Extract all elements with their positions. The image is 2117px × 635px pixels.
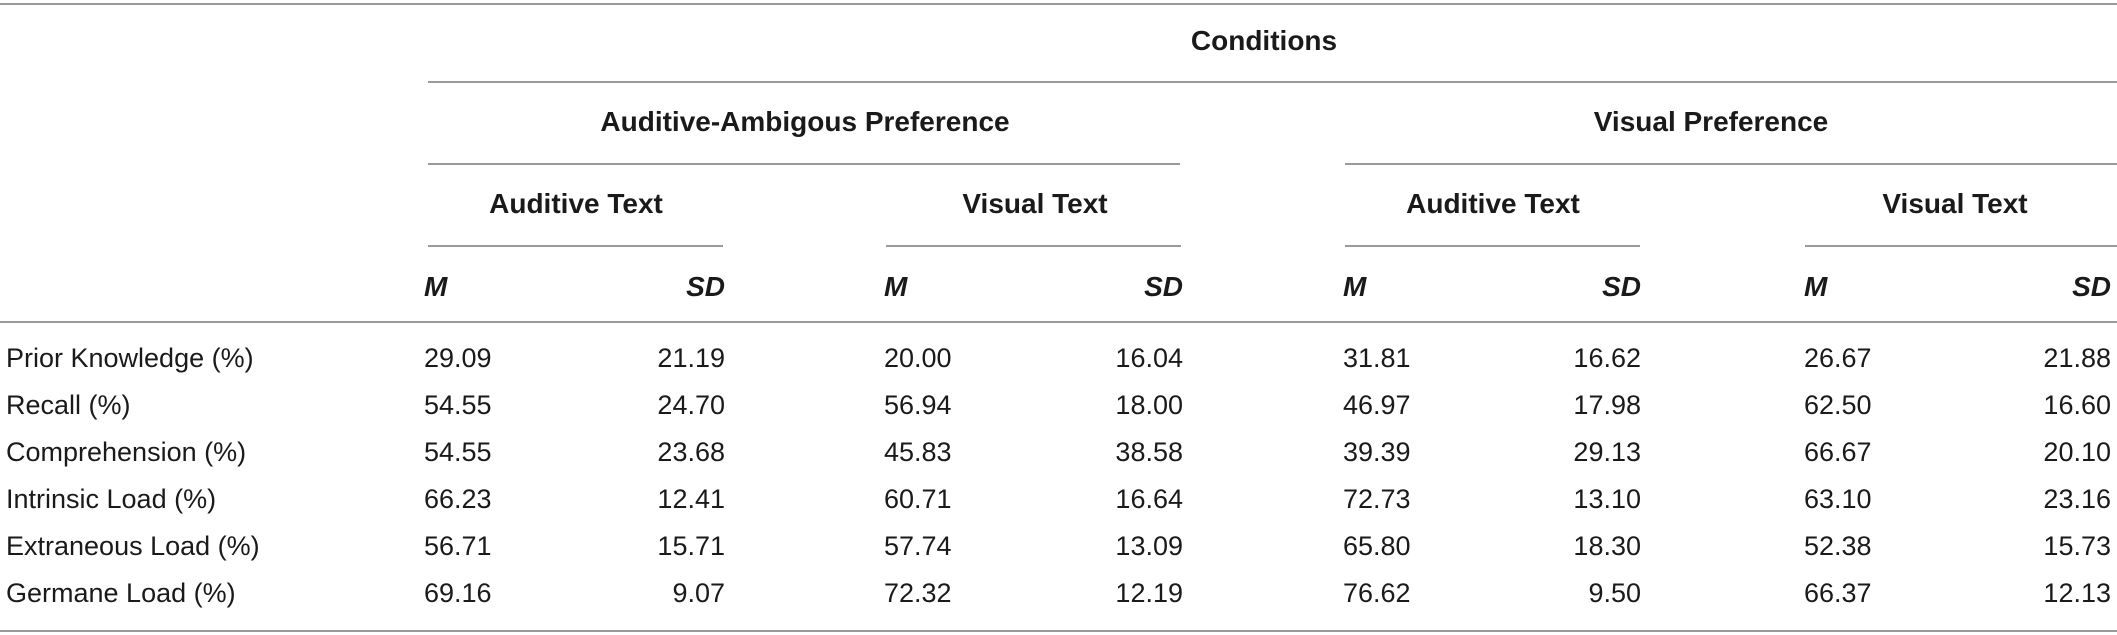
cell-sd: 18.30 [1573,531,1641,561]
cell-sd: 20.10 [2043,437,2111,467]
cell-m: 76.62 [1343,578,1411,608]
cell-sd: 23.16 [2043,484,2111,514]
cell-sd: 12.41 [657,484,725,514]
subgroup-header-auditive-text: Auditive Text [1406,188,1580,219]
cell-m: 65.80 [1343,531,1411,561]
cell-sd: 9.50 [1588,578,1641,608]
subgroup-header-visual-text: Visual Text [962,188,1108,219]
column-header-sd: SD [1602,271,1641,302]
group-header-auditive-ambigous: Auditive-Ambigous Preference [600,106,1010,137]
subgroup-rule-4 [1805,245,2117,247]
cell-sd: 21.88 [2043,343,2111,373]
cell-m: 20.00 [884,343,952,373]
conditions-rule [428,81,2117,83]
group-header-visual-preference: Visual Preference [1593,106,1829,137]
cell-sd: 12.13 [2043,578,2111,608]
cell-m: 69.16 [424,578,492,608]
cell-m: 26.67 [1804,343,1872,373]
row-label: Recall (%) [6,390,131,420]
cell-sd: 13.09 [1115,531,1183,561]
subgroup-rule-1 [428,245,723,247]
cell-sd: 15.71 [657,531,725,561]
group-rule-auditive-ambigous [428,163,1180,165]
header-bottom-rule [0,321,2117,323]
cell-sd: 16.04 [1115,343,1183,373]
cell-sd: 12.19 [1115,578,1183,608]
column-header-m: M [424,271,448,302]
cell-m: 62.50 [1804,390,1872,420]
cell-m: 56.94 [884,390,952,420]
cell-m: 31.81 [1343,343,1411,373]
cell-m: 60.71 [884,484,952,514]
cell-sd: 9.07 [672,578,725,608]
cell-m: 45.83 [884,437,952,467]
column-header-m: M [884,271,908,302]
cell-sd: 15.73 [2043,531,2111,561]
subgroup-rule-3 [1345,245,1640,247]
cell-sd: 16.64 [1115,484,1183,514]
column-header-m: M [1804,271,1828,302]
row-label: Intrinsic Load (%) [6,484,217,514]
cell-m: 66.23 [424,484,492,514]
top-rule [0,3,2117,5]
cell-m: 39.39 [1343,437,1411,467]
cell-m: 72.32 [884,578,952,608]
cell-sd: 16.62 [1573,343,1641,373]
cell-m: 29.09 [424,343,492,373]
cell-sd: 38.58 [1115,437,1183,467]
row-label: Germane Load (%) [6,578,236,608]
subgroup-header-auditive-text: Auditive Text [489,188,663,219]
cell-sd: 18.00 [1115,390,1183,420]
column-header-sd: SD [686,271,725,302]
cell-m: 63.10 [1804,484,1872,514]
cell-sd: 13.10 [1573,484,1641,514]
row-label: Extraneous Load (%) [6,531,260,561]
cell-m: 56.71 [424,531,492,561]
cell-sd: 21.19 [657,343,725,373]
conditions-header: Conditions [1190,25,1338,56]
cell-m: 52.38 [1804,531,1872,561]
cell-m: 57.74 [884,531,952,561]
cell-sd: 16.60 [2043,390,2111,420]
subgroup-header-visual-text: Visual Text [1882,188,2028,219]
row-label: Prior Knowledge (%) [6,343,254,373]
table-bottom-rule [0,630,2117,632]
cell-sd: 23.68 [657,437,725,467]
cell-m: 66.37 [1804,578,1872,608]
cell-m: 46.97 [1343,390,1411,420]
cell-sd: 24.70 [657,390,725,420]
cell-m: 72.73 [1343,484,1411,514]
cell-sd: 29.13 [1573,437,1641,467]
column-header-m: M [1343,271,1367,302]
row-label: Comprehension (%) [6,437,247,467]
column-header-sd: SD [2072,271,2111,302]
column-header-sd: SD [1144,271,1183,302]
cell-m: 66.67 [1804,437,1872,467]
subgroup-rule-2 [886,245,1181,247]
cell-m: 54.55 [424,437,492,467]
group-rule-visual-preference [1345,163,2117,165]
cell-sd: 17.98 [1573,390,1641,420]
cell-m: 54.55 [424,390,492,420]
